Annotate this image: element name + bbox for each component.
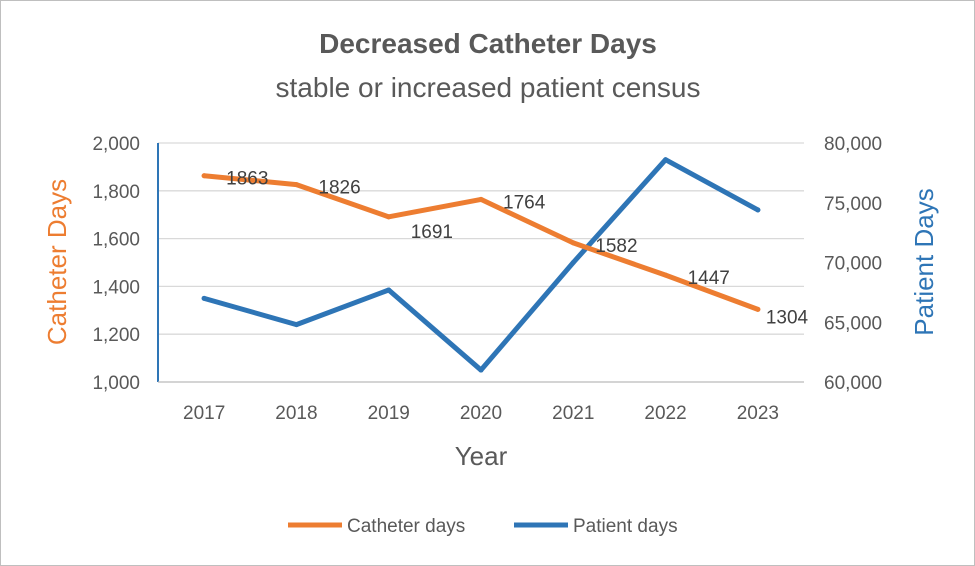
x-tick-label: 2018 <box>275 403 317 424</box>
right-axis-ticks: 60,000 65,000 70,000 75,000 80,000 <box>824 134 882 394</box>
data-label: 1304 <box>766 307 809 328</box>
legend-label-catheter-days: Catheter days <box>347 516 465 537</box>
x-tick-label: 2023 <box>737 403 779 424</box>
right-tick-label: 80,000 <box>824 134 882 155</box>
series-line-catheter-days <box>201 173 761 312</box>
right-axis-title: Patient Days <box>909 188 939 335</box>
data-point-patient-days <box>386 287 392 293</box>
x-tick-label: 2022 <box>644 403 686 424</box>
data-label: 1863 <box>226 169 268 190</box>
data-point-patient-days <box>755 207 761 213</box>
left-tick-label: 1,200 <box>92 325 140 346</box>
right-tick-label: 75,000 <box>824 194 882 215</box>
data-point-catheter-days <box>570 240 576 246</box>
data-label: 1447 <box>688 268 730 289</box>
chart-subtitle: stable or increased patient census <box>276 72 701 103</box>
right-tick-label: 65,000 <box>824 313 882 334</box>
data-point-catheter-days <box>755 306 761 312</box>
data-point-catheter-days <box>293 182 299 188</box>
data-label: 1691 <box>411 222 453 243</box>
data-point-patient-days <box>570 260 576 265</box>
x-tick-label: 2019 <box>368 403 410 424</box>
right-tick-label: 60,000 <box>824 373 882 394</box>
series-lines <box>201 157 761 373</box>
axes <box>157 143 804 383</box>
chart-title: Decreased Catheter Days <box>319 28 657 59</box>
left-tick-label: 1,400 <box>92 277 140 298</box>
data-point-catheter-days <box>478 196 484 202</box>
data-point-patient-days <box>663 157 669 163</box>
legend: Catheter days Patient days <box>288 516 678 537</box>
data-point-catheter-days <box>386 214 392 220</box>
left-axis-ticks: 1,000 1,200 1,400 1,600 1,800 2,000 <box>92 134 140 394</box>
data-point-patient-days <box>201 295 207 301</box>
data-point-patient-days <box>293 322 299 328</box>
legend-label-patient-days: Patient days <box>573 516 678 537</box>
data-label: 1764 <box>503 192 546 213</box>
data-label: 1826 <box>318 178 360 199</box>
left-tick-label: 2,000 <box>92 134 140 155</box>
right-tick-label: 70,000 <box>824 254 882 275</box>
x-tick-label: 2017 <box>183 403 225 424</box>
data-point-catheter-days <box>201 173 207 179</box>
x-tick-label: 2020 <box>460 403 502 424</box>
left-axis-title: Catheter Days <box>42 179 72 345</box>
data-label: 1582 <box>595 236 637 257</box>
data-point-catheter-days <box>663 272 669 278</box>
x-tick-label: 2021 <box>552 403 594 424</box>
data-labels: 1863 1826 1691 1764 1582 1447 1304 <box>226 169 808 329</box>
left-tick-label: 1,000 <box>92 373 140 394</box>
x-axis-ticks: 2017 2018 2019 2020 2021 2022 2023 <box>183 403 779 424</box>
left-tick-label: 1,600 <box>92 230 140 251</box>
left-tick-label: 1,800 <box>92 182 140 203</box>
x-axis-title: Year <box>455 441 508 471</box>
data-point-patient-days <box>478 367 484 373</box>
